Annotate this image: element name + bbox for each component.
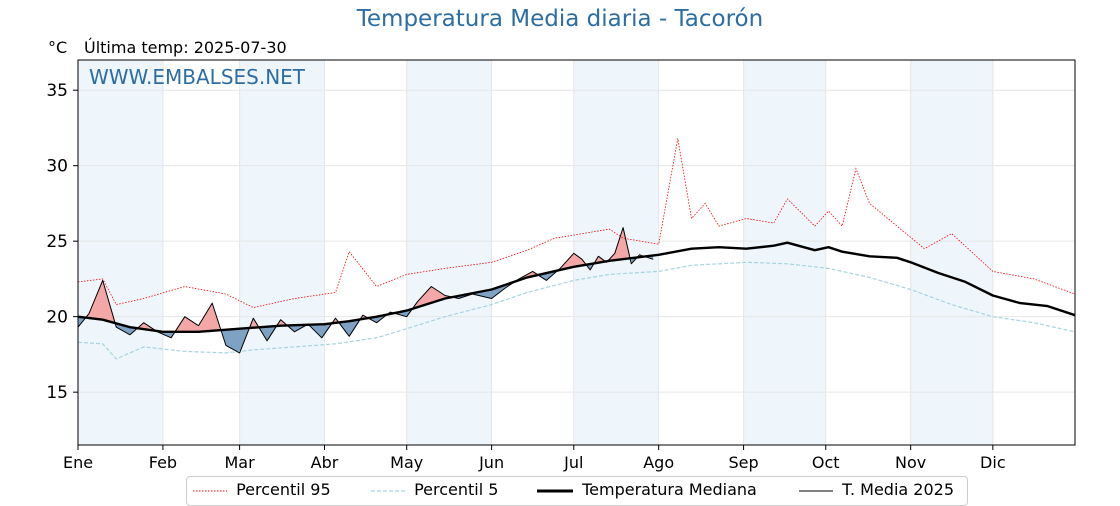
legend-label-media2025: T. Media 2025 [842,480,954,499]
plot-frame [77,59,1076,446]
x-tick-label-mar: Mar [225,453,256,472]
legend-label-p5: Percentil 5 [414,480,499,499]
x-tick-label-nov: Nov [895,453,926,472]
watermark-text: WWW.EMBALSES.NET [89,65,306,89]
area-below-median [78,255,654,353]
month-band-ene [78,60,163,445]
chart-title: Temperatura Media diaria - Tacorón [356,6,764,32]
y-tick-label-15: 15 [46,383,68,403]
series-line-media2025 [77,227,654,354]
series-line-p95 [77,138,1076,309]
legend-label-median: Temperatura Mediana [582,480,757,499]
x-tick-label-jul: Jul [563,453,583,472]
x-tick-label-ene: Ene [63,453,93,472]
legend-swatch-media2025 [799,490,833,491]
x-tick-label-oct: Oct [812,453,840,472]
month-band-nov [910,60,993,445]
x-tick-label-may: May [390,453,423,472]
month-band-mar [239,60,325,445]
x-tick-label-dic: Dic [980,453,1006,472]
x-tick-label-abr: Abr [311,453,339,472]
x-tick-label-ago: Ago [643,453,674,472]
y-tick-label-25: 25 [46,232,68,252]
legend-item-p5: Percentil 5 [369,480,498,501]
x-tick-label-jun: Jun [478,453,504,472]
legend-item-p95: Percentil 95 [191,480,331,501]
series-line-p5 [77,261,1076,360]
chart-legend: Percentil 95 Percentil 5 Temperatura Med… [186,476,968,506]
legend-item-median: Temperatura Mediana [535,480,757,501]
series-line-median [77,241,1076,333]
y-tick-label-20: 20 [46,308,68,328]
x-tick-label-sep: Sep [729,453,759,472]
legend-swatch-median [537,489,573,492]
month-band-sep [743,60,826,445]
legend-swatch-p5 [371,489,405,492]
legend-swatch-p95 [193,490,227,491]
month-band-may [406,60,492,445]
x-tick-label-feb: Feb [149,453,177,472]
last-temp-label: Última temp: 2025-07-30 [84,38,287,57]
legend-item-media2025: T. Media 2025 [797,480,954,501]
y-unit-label: °C [48,38,68,57]
legend-label-p95: Percentil 95 [236,480,331,499]
y-tick-label-35: 35 [46,81,68,101]
y-tick-label-30: 30 [46,157,68,177]
